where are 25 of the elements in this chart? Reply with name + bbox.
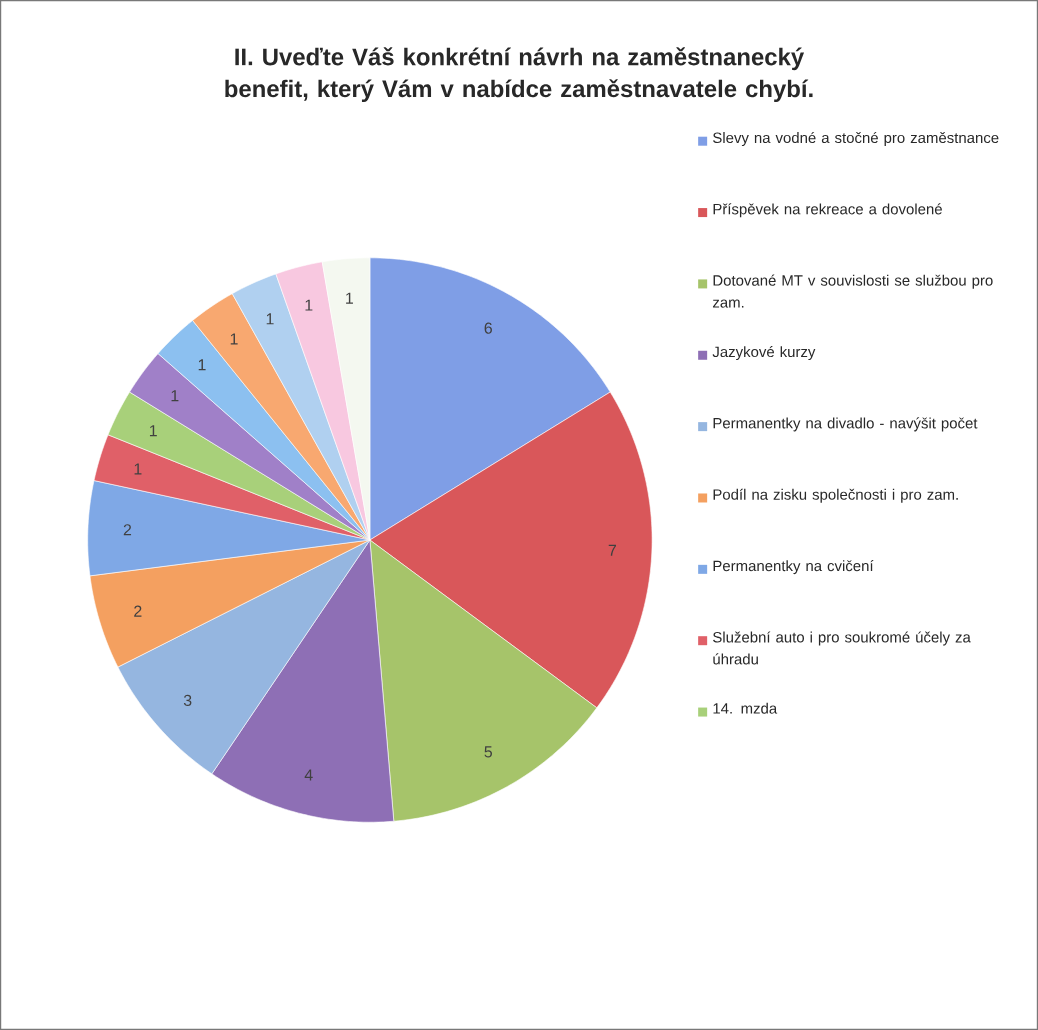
data-label: 1 bbox=[171, 390, 179, 402]
legend-label: Jazykové kurzy bbox=[712, 345, 816, 361]
legend-label: Permanentky na cvičení bbox=[713, 560, 874, 575]
data-label: 2 bbox=[123, 524, 132, 536]
data-label: 7 bbox=[608, 544, 617, 556]
data-label: 1 bbox=[149, 425, 157, 437]
data-label: 1 bbox=[266, 313, 274, 325]
legend-label: Příspěvek na rekreace a dovolené bbox=[713, 203, 942, 218]
legend-label: 14. mzda bbox=[713, 702, 778, 714]
data-label: 1 bbox=[134, 463, 142, 475]
data-label: 1 bbox=[346, 292, 353, 304]
data-label: 5 bbox=[484, 746, 493, 758]
chart-title: II. Uveďte Váš konkrétní návrh na zaměstnanecký benefit, který Vám v nabídce zaměstnavatele chybí. bbox=[225, 47, 813, 103]
data-label: 1 bbox=[305, 299, 313, 311]
data-label: 2 bbox=[134, 605, 142, 617]
legend-label: Permanentky na divadlo - navýšit počet bbox=[713, 417, 978, 432]
legend-label: Dotované MT v souvislosti se službou pro zam. bbox=[712, 274, 993, 308]
legend-label: Podíl na zisku společnosti i pro zam. bbox=[713, 488, 958, 503]
legend-label: Slevy na vodné a stočné pro zaměstnance bbox=[713, 131, 999, 147]
data-label: 1 bbox=[198, 359, 206, 371]
legend-label: Služební auto i pro soukromé účely za úhradu bbox=[713, 631, 971, 665]
data-label: 1 bbox=[230, 333, 238, 345]
data-label: 4 bbox=[304, 769, 313, 781]
data-label: 3 bbox=[183, 694, 192, 707]
data-label: 6 bbox=[484, 322, 492, 334]
